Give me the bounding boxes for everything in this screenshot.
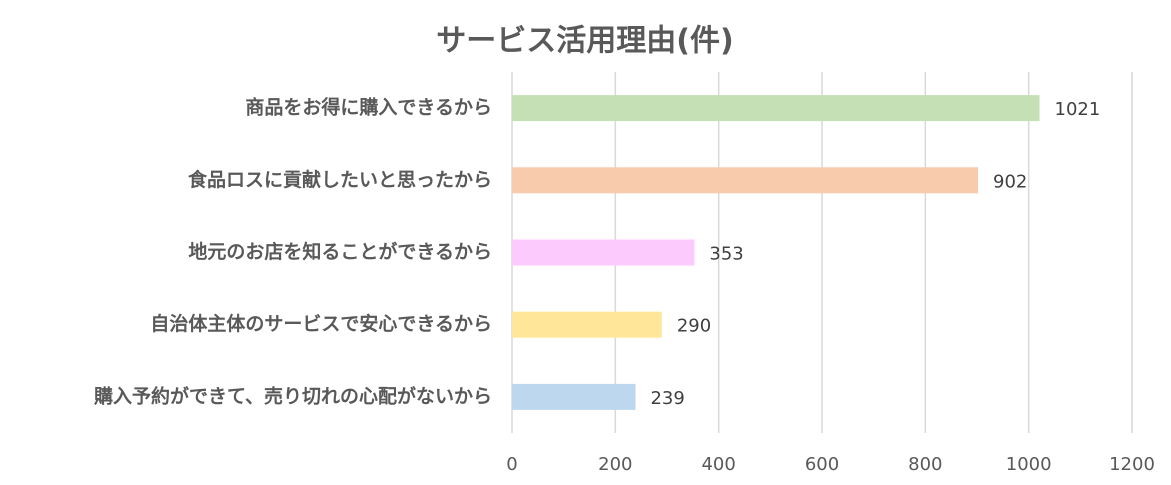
bar	[512, 383, 636, 410]
bar	[512, 167, 979, 194]
y-tick-label: 地元のお店を知ることができるから	[188, 240, 492, 263]
x-tick-label: 0	[506, 454, 517, 475]
data-label: 902	[993, 171, 1027, 192]
y-tick-label: 自治体主体のサービスで安心できるから	[150, 312, 492, 335]
y-tick-label: 購入予約ができて、売り切れの心配がないから	[94, 384, 492, 407]
x-tick-label: 600	[805, 454, 839, 475]
bar	[512, 239, 695, 266]
bar	[512, 95, 1040, 122]
chart-title: サービス活用理由(件)	[436, 24, 733, 59]
y-tick-label: 食品ロスに貢献したいと思ったから	[188, 168, 492, 191]
bar	[512, 311, 662, 338]
x-tick-label: 800	[908, 454, 942, 475]
data-label: 353	[709, 244, 743, 265]
data-label: 239	[650, 388, 684, 409]
data-label: 290	[677, 316, 711, 337]
x-tick-label: 1000	[1006, 454, 1052, 475]
x-tick-label: 400	[701, 454, 735, 475]
data-label: 1021	[1055, 99, 1101, 120]
x-tick-label: 200	[598, 454, 632, 475]
x-tick-label: 1200	[1109, 454, 1155, 475]
y-tick-label: 商品をお得に購入できるから	[245, 96, 492, 119]
